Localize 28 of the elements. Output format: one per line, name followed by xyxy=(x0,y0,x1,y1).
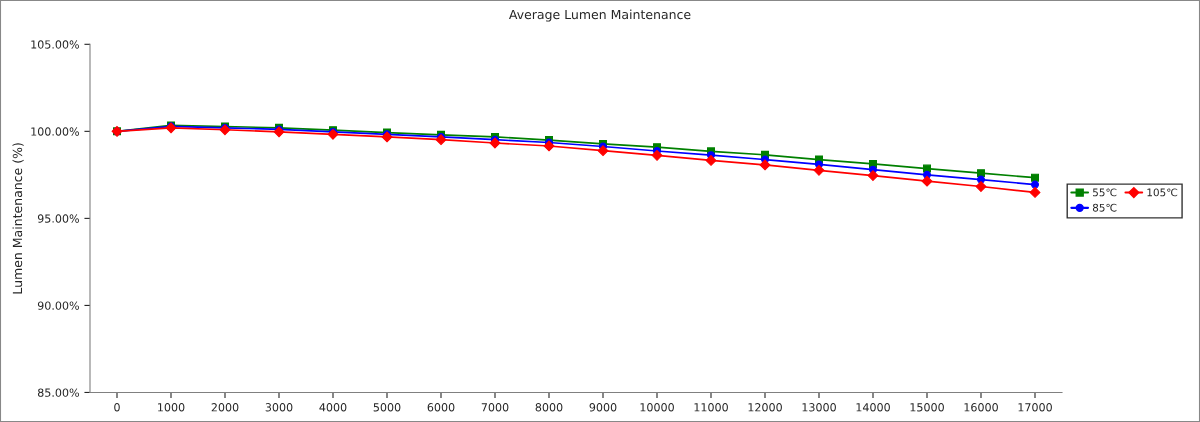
y-tick-label: 105.00% xyxy=(31,40,79,49)
x-tick-label: 14000 xyxy=(856,403,890,412)
x-tick-label: 10000 xyxy=(640,403,674,412)
y-tick-label: 85.00% xyxy=(37,388,79,397)
x-tick-label: 6000 xyxy=(427,403,455,412)
x-tick-label: 2000 xyxy=(211,403,239,412)
x-tick-label: 0 xyxy=(114,403,120,412)
x-tick-label: 12000 xyxy=(748,403,782,412)
y-tick-label: 95.00% xyxy=(37,214,79,223)
x-tick-label: 8000 xyxy=(535,403,563,412)
legend-label: 85℃ xyxy=(1092,203,1117,212)
y-tick-label: 90.00% xyxy=(37,301,79,310)
x-tick-label: 1000 xyxy=(158,403,185,412)
x-tick-label: 15000 xyxy=(910,403,944,412)
x-tick-label: 11000 xyxy=(694,403,728,412)
x-tick-label: 13000 xyxy=(802,403,836,412)
y-tick-label: 100.00% xyxy=(31,127,79,136)
x-tick-label: 3000 xyxy=(265,403,293,412)
legend-label: 105℃ xyxy=(1147,188,1178,197)
x-tick-label: 7000 xyxy=(481,403,509,412)
legend-label: 55℃ xyxy=(1093,188,1117,197)
x-tick-label: 16000 xyxy=(964,403,998,412)
x-tick-label: 4000 xyxy=(319,403,347,412)
x-tick-label: 17000 xyxy=(1018,403,1052,412)
y-axis-title: Lumen Maintenance (%) xyxy=(12,143,24,294)
chart-title: Average Lumen Maintenance xyxy=(508,9,691,22)
x-tick-label: 5000 xyxy=(373,403,401,412)
x-tick-label: 9000 xyxy=(589,403,617,412)
